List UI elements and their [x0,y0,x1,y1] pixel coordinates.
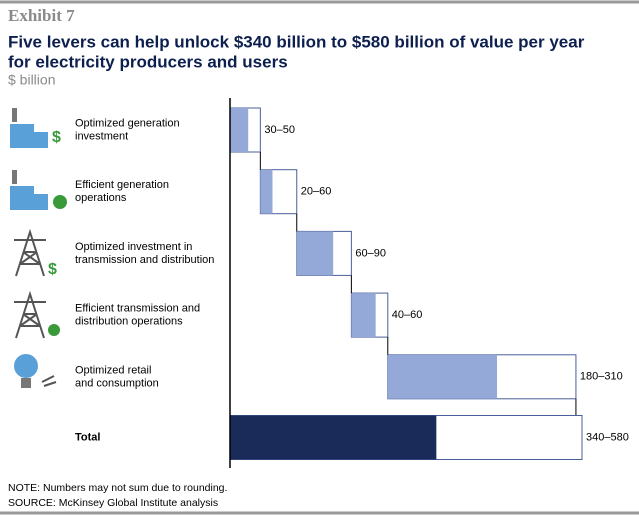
total-low [230,415,437,460]
chart-title: for electricity producers and users [8,52,288,71]
value-label: 20–60 [301,186,332,198]
value-label: 60–90 [355,247,386,259]
unit-label: $ billion [8,72,55,88]
icon-tower: $ [14,228,57,278]
total-label: Total [75,431,100,443]
icons: $ $ [10,108,67,388]
range-low [260,169,273,214]
category-label: Efficient transmission and distribution o… [75,303,200,328]
category-label: Optimized investment in transmission and … [75,241,214,266]
category-label: Efficient generation operations [75,179,169,204]
note: NOTE: Numbers may not sum due to roundin… [8,482,227,494]
range-low [387,354,498,399]
exhibit-label: Exhibit 7 [8,6,75,25]
icon-building: $ [10,108,61,148]
chart-title: Five levers can help unlock $340 billion… [8,32,585,51]
total-value-label: 340–580 [586,431,629,443]
svg-text:$: $ [52,129,61,146]
icon-building [10,170,67,210]
value-label: 180–310 [580,371,623,383]
value-label: 30–50 [264,124,295,136]
range-low [351,293,376,338]
source: SOURCE: McKinsey Global Institute analys… [8,497,218,509]
category-label: Optimized generation investment [75,117,180,142]
svg-text:$: $ [48,261,57,278]
value-label: 40–60 [392,309,423,321]
range-low [230,108,249,152]
range-low [296,231,334,276]
category-label: Optimized retail and consumption [75,364,159,389]
icon-tower [14,290,60,339]
icon-bulb [14,354,57,388]
